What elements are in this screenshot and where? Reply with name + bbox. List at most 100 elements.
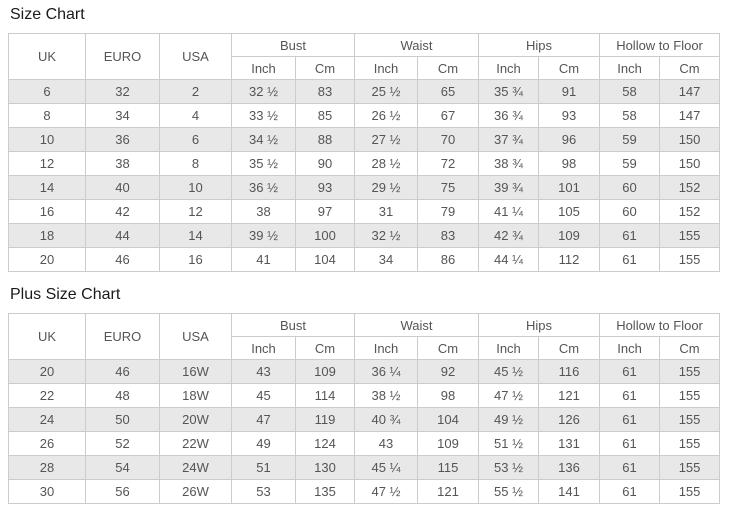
- data-cell: 8: [159, 151, 232, 176]
- data-cell: 53: [231, 479, 296, 504]
- header-unit-cm: Cm: [417, 56, 480, 80]
- data-cell: 150: [659, 151, 721, 176]
- data-cell: 93: [538, 103, 601, 128]
- size-chart-table: UK EURO USA Bust Waist Hips Hollow to Floor Inc…: [8, 33, 721, 272]
- data-cell: 38: [231, 199, 296, 224]
- header-unit-inch: Inch: [599, 336, 661, 360]
- data-cell: 53 ½: [478, 455, 540, 480]
- header-row-units: Inch Cm Inch Cm Inch Cm Inch Cm: [9, 56, 721, 80]
- data-cell: 155: [659, 359, 721, 384]
- data-cell: 20: [8, 359, 86, 384]
- data-cell: 36: [85, 127, 160, 152]
- data-cell: 12: [159, 199, 232, 224]
- table-row: 10 36 6 34 ½ 88 27 ½ 70 37 ¾ 96 59 150: [8, 127, 721, 152]
- data-cell: 141: [538, 479, 601, 504]
- data-cell: 40: [85, 175, 160, 200]
- data-cell: 12: [8, 151, 86, 176]
- data-cell: 27 ½: [354, 127, 419, 152]
- data-cell: 6: [8, 79, 86, 104]
- data-cell: 58: [599, 103, 661, 128]
- data-cell: 32 ½: [354, 223, 419, 248]
- data-cell: 147: [659, 103, 721, 128]
- data-cell: 79: [417, 199, 480, 224]
- data-cell: 36 ¾: [478, 103, 540, 128]
- data-cell: 41: [231, 247, 296, 272]
- data-cell: 54: [85, 455, 160, 480]
- data-cell: 20W: [159, 407, 232, 432]
- data-cell: 152: [659, 199, 721, 224]
- data-cell: 59: [599, 151, 661, 176]
- table-row: 24 50 20W 47 119 40 ¾ 104 49 ½ 126 61 155: [8, 407, 721, 432]
- data-cell: 32 ½: [231, 79, 296, 104]
- header-group-hips: Hips: [478, 33, 601, 57]
- data-cell: 67: [417, 103, 480, 128]
- data-cell: 101: [538, 175, 601, 200]
- data-cell: 43: [354, 431, 419, 456]
- data-cell: 52: [85, 431, 160, 456]
- data-cell: 155: [659, 431, 721, 456]
- data-cell: 104: [294, 247, 356, 272]
- header-group-hips: Hips: [478, 313, 601, 337]
- data-cell: 83: [417, 223, 480, 248]
- plus-size-chart-section: Plus Size Chart UK EURO USA Bust Waist Hips Ho…: [8, 285, 722, 504]
- header-unit-inch: Inch: [231, 336, 296, 360]
- data-cell: 97: [294, 199, 356, 224]
- data-cell: 45: [231, 383, 296, 408]
- data-cell: 55 ½: [478, 479, 540, 504]
- data-cell: 47 ½: [478, 383, 540, 408]
- data-cell: 38 ¾: [478, 151, 540, 176]
- header-unit-cm: Cm: [294, 336, 356, 360]
- data-cell: 116: [538, 359, 601, 384]
- header-cell-uk: UK: [8, 33, 86, 80]
- data-cell: 114: [294, 383, 356, 408]
- data-cell: 121: [538, 383, 601, 408]
- data-cell: 104: [417, 407, 480, 432]
- data-cell: 126: [538, 407, 601, 432]
- plus-size-chart-table: UK EURO USA Bust Waist Hips Hollow to Floor Inc…: [8, 313, 721, 504]
- header-group-bust: Bust: [230, 33, 356, 57]
- data-cell: 34: [354, 247, 419, 272]
- data-cell: 61: [599, 247, 661, 272]
- header-unit-cm: Cm: [294, 56, 356, 80]
- data-cell: 86: [417, 247, 480, 272]
- data-cell: 109: [417, 431, 480, 456]
- data-cell: 155: [659, 479, 721, 504]
- table-body: 20 46 16W 43 109 36 ¼ 92 45 ½ 116 61 155 22 48 18W 45 1…: [8, 359, 721, 504]
- data-cell: 47: [231, 407, 296, 432]
- data-cell: 42 ¾: [478, 223, 540, 248]
- data-cell: 46: [85, 247, 160, 272]
- data-cell: 32: [85, 79, 160, 104]
- data-cell: 136: [538, 455, 601, 480]
- data-cell: 130: [294, 455, 356, 480]
- data-cell: 14: [159, 223, 232, 248]
- header-unit-cm: Cm: [417, 336, 480, 360]
- data-cell: 44: [85, 223, 160, 248]
- data-cell: 61: [599, 455, 661, 480]
- data-cell: 24W: [159, 455, 232, 480]
- data-cell: 16: [159, 247, 232, 272]
- header-cell-euro: EURO: [85, 33, 160, 80]
- data-cell: 51 ½: [478, 431, 540, 456]
- data-cell: 47 ½: [354, 479, 419, 504]
- header-cell-usa: USA: [159, 313, 232, 360]
- table-row: 20 46 16W 43 109 36 ¼ 92 45 ½ 116 61 155: [8, 359, 721, 384]
- data-cell: 31: [354, 199, 419, 224]
- plus-size-chart-title: Plus Size Chart: [10, 286, 121, 303]
- data-cell: 49 ½: [478, 407, 540, 432]
- table-row: 8 34 4 33 ½ 85 26 ½ 67 36 ¾ 93 58 147: [8, 103, 721, 128]
- header-unit-cm: Cm: [659, 336, 721, 360]
- data-cell: 39 ¾: [478, 175, 540, 200]
- data-cell: 10: [159, 175, 232, 200]
- header-group-hollow-to-floor: Hollow to Floor: [599, 313, 721, 337]
- data-cell: 98: [538, 151, 601, 176]
- size-chart-section: Size Chart UK EURO USA Bust Waist Hips Hollow …: [8, 5, 722, 272]
- data-cell: 16W: [159, 359, 232, 384]
- data-cell: 109: [294, 359, 356, 384]
- data-cell: 18W: [159, 383, 232, 408]
- header-unit-inch: Inch: [599, 56, 661, 80]
- table-row: 12 38 8 35 ½ 90 28 ½ 72 38 ¾ 98 59 150: [8, 151, 721, 176]
- data-cell: 22W: [159, 431, 232, 456]
- data-cell: 35 ¾: [478, 79, 540, 104]
- table-row: 18 44 14 39 ½ 100 32 ½ 83 42 ¾ 109 61 155: [8, 223, 721, 248]
- data-cell: 6: [159, 127, 232, 152]
